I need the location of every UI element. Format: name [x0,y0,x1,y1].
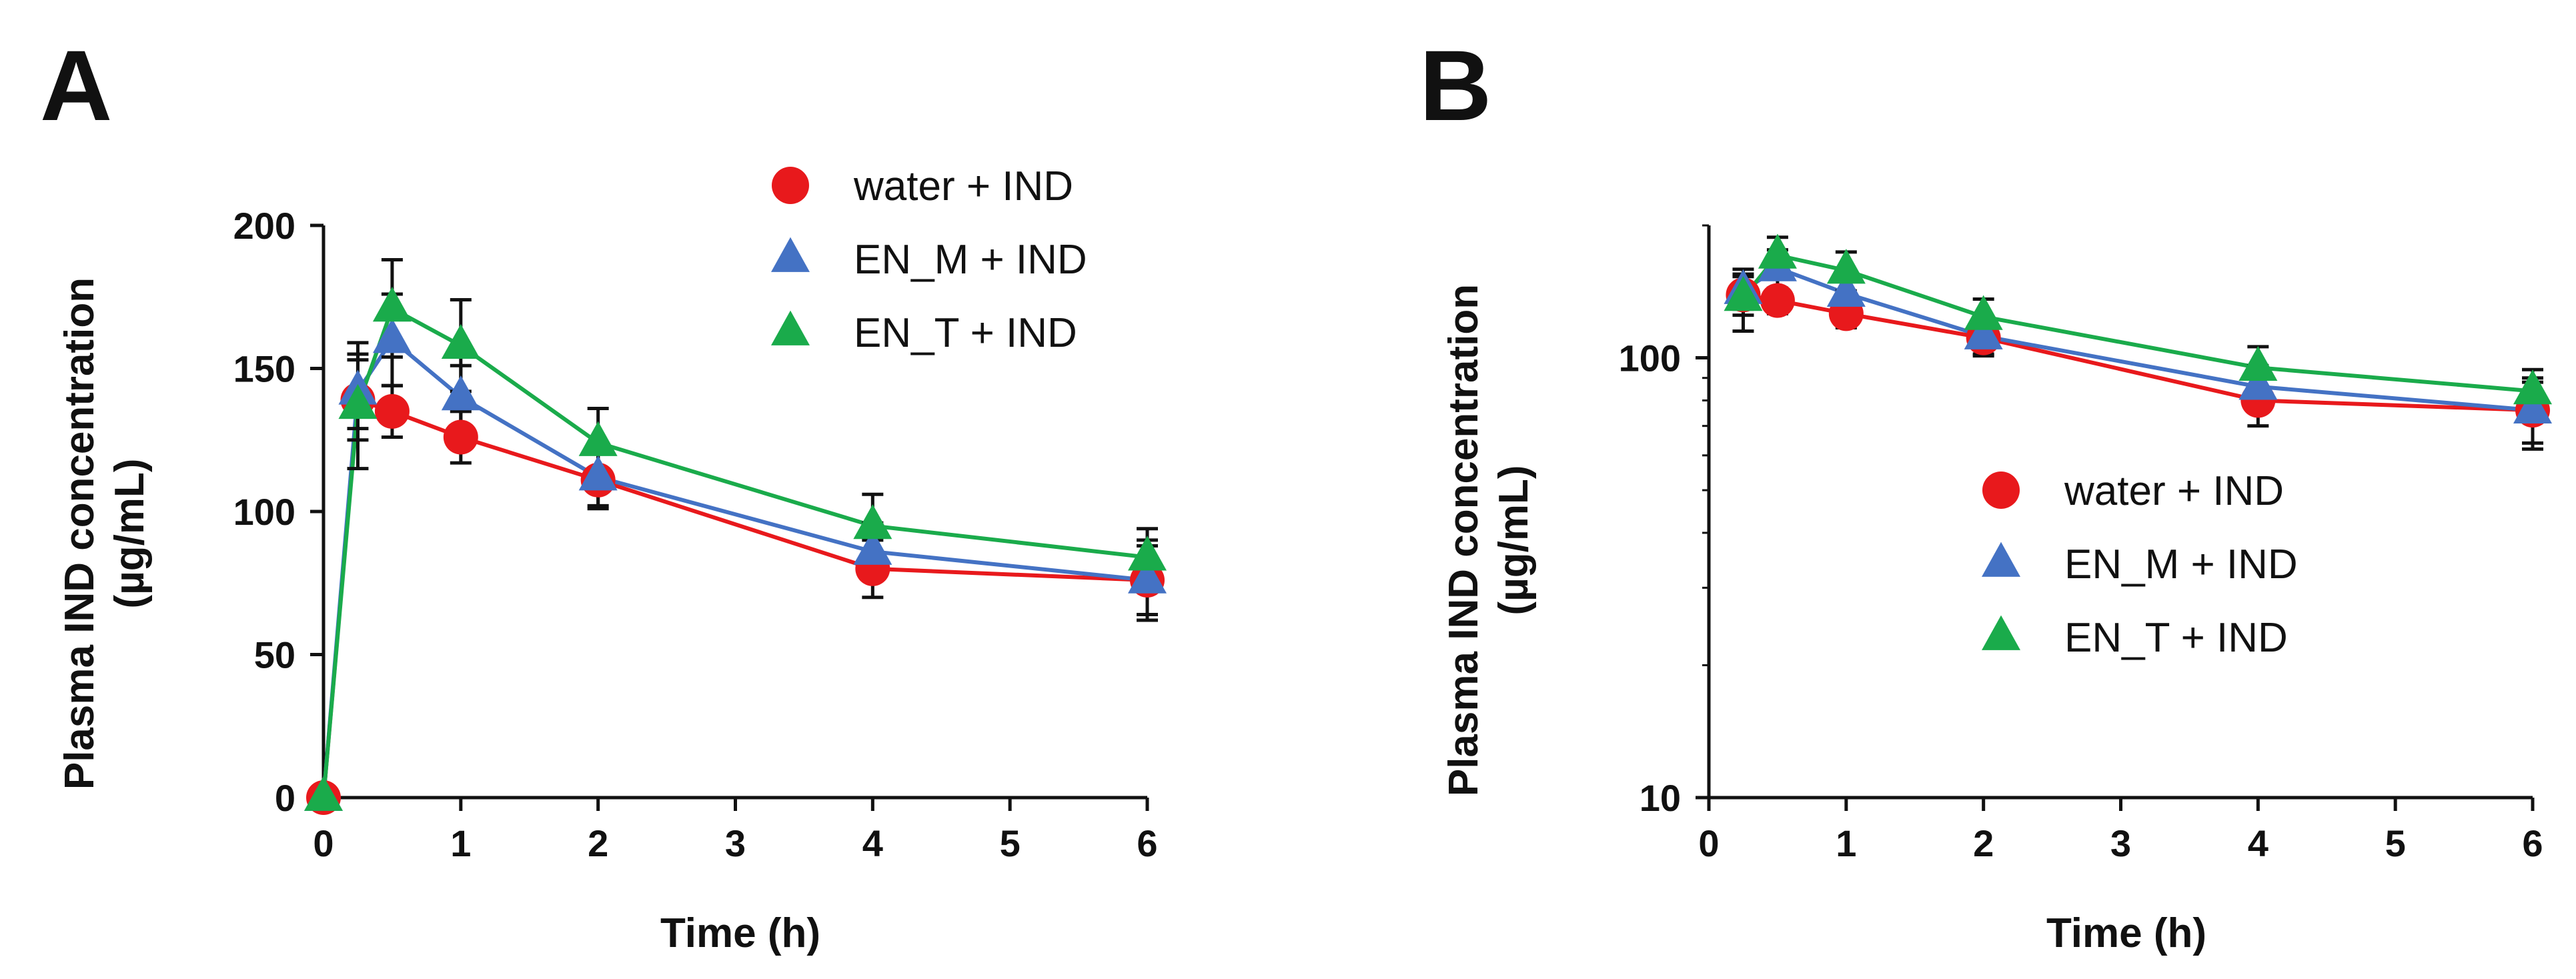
x-tick-label: 3 [2110,822,2131,864]
data-point [578,455,618,491]
data-point [853,504,892,540]
x-tick-label: 5 [2385,822,2406,864]
x-tick-label: 0 [1698,822,1719,864]
data-point [1128,558,1167,594]
series-line [321,397,1148,798]
y-tick-label: 50 [254,634,295,676]
data-point [441,323,480,359]
series-line [1742,265,2533,413]
data-point [441,375,480,411]
legend-label: EN_M + IND [854,237,1087,283]
x-tick-label: 0 [313,822,334,864]
chart-panel-a: 0 1 2 3 4 5 6 0 50 100 150 200 water + IND EN_M + IND… [233,163,1167,864]
chart-panel-b: 0 1 2 3 4 5 6 10 100 water + IND EN_M + IND EN_T + … [1619,224,2552,864]
data-point [578,421,618,456]
legend-label: EN_T + IND [854,310,1077,356]
x-tick-label: 1 [450,822,471,864]
data-point [1964,314,2003,349]
y-tick-label: 10 [1640,777,1681,819]
legend-marker [1982,471,2020,509]
data-point [1128,536,1167,571]
data-point [1724,275,1763,311]
data-point [2513,369,2552,405]
data-point [304,776,343,811]
panel-label-a: A [40,29,112,141]
legend-marker [1982,542,2020,577]
data-point [1760,283,1795,318]
y-tick-label: 100 [233,491,295,533]
legend-label: EN_T + IND [2064,615,2288,661]
series-line [321,305,1148,798]
x-tick-label: 6 [1137,822,1157,864]
legend-label: water + IND [2064,468,2284,514]
data-point [1826,249,1866,284]
data-point [2238,365,2278,400]
x-tick-label: 4 [2248,822,2269,864]
x-tick-label: 3 [725,822,746,864]
x-tick-label: 2 [588,822,608,864]
y-tick-label: 150 [233,348,295,390]
legend-label: water + IND [853,163,1073,209]
data-point [443,419,478,455]
panel-label-b: B [1419,29,1491,141]
data-point [372,318,412,353]
legend-label: EN_M + IND [2064,542,2298,588]
x-tick-label: 2 [1973,822,1994,864]
x-tick-label: 1 [1836,822,1856,864]
legend: water + IND EN_M + IND EN_T + IND [1982,468,2298,661]
y-axis-title-a: Plasma IND concentration [57,277,103,790]
y-tick-label: 0 [275,777,295,819]
legend-marker [771,237,810,272]
y-axis-unit-a: (µg/mL) [107,458,153,608]
data-point [1826,271,1866,307]
data-point [1964,295,2003,330]
legend-marker [771,310,810,345]
data-point [374,393,410,429]
data-point [338,383,378,419]
data-point [853,530,892,565]
x-axis-title-a: Time (h) [660,910,820,956]
x-axis-title-b: Time (h) [2046,910,2206,956]
legend-marker [772,167,809,204]
y-tick-label: 100 [1619,337,1681,379]
legend: water + IND EN_M + IND EN_T + IND [771,163,1087,356]
data-point [2238,345,2278,381]
x-tick-label: 4 [862,822,883,864]
data-point [1758,233,1797,269]
data-point [2513,388,2552,423]
y-axis-title-b: Plasma IND concentration [1441,284,1487,796]
data-point [372,287,412,322]
x-tick-label: 6 [2522,822,2543,864]
x-tick-label: 5 [1000,822,1021,864]
series-line [1742,253,2533,393]
legend-marker [1982,615,2020,650]
y-axis-unit-b: (µg/mL) [1491,465,1537,615]
y-tick-label: 200 [233,205,295,247]
